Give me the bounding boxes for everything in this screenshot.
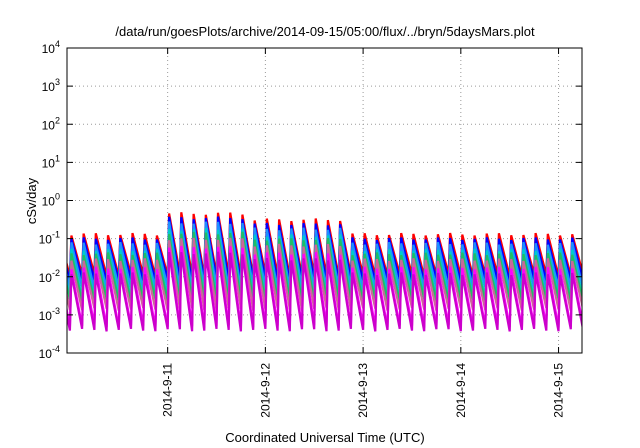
y-tick-label: 10-2 <box>39 268 60 285</box>
x-axis-label: Coordinated Universal Time (UTC) <box>225 430 424 445</box>
chart-title: /data/run/goesPlots/archive/2014-09-15/0… <box>115 24 535 39</box>
y-tick-label: 103 <box>42 77 60 94</box>
x-tick-label: 2014-9-14 <box>454 363 468 418</box>
y-axis-label: cSv/day <box>24 177 39 224</box>
x-tick-label: 2014-9-13 <box>356 363 370 418</box>
y-tick-label: 104 <box>42 39 60 56</box>
y-tick-label: 102 <box>42 115 60 132</box>
y-tick-label: 10-3 <box>39 306 60 323</box>
x-axis-ticks: 2014-9-11 2014-9-12 2014-9-13 2014-9-14 2014… <box>161 48 566 418</box>
grid-lines <box>67 48 582 353</box>
y-tick-label: 10-1 <box>39 230 60 247</box>
x-tick-label: 2014-9-15 <box>552 363 566 418</box>
y-tick-label: 101 <box>42 153 60 170</box>
y-tick-label: 10-4 <box>39 344 60 361</box>
plot-area <box>67 212 582 332</box>
x-tick-label: 2014-9-11 <box>161 363 175 417</box>
x-tick-label: 2014-9-12 <box>258 363 272 418</box>
series-line <box>67 251 582 332</box>
y-axis-ticks: 10-4 10-3 10-2 10-1 100 101 102 103 104 <box>39 39 582 361</box>
y-tick-label: 100 <box>42 192 60 209</box>
